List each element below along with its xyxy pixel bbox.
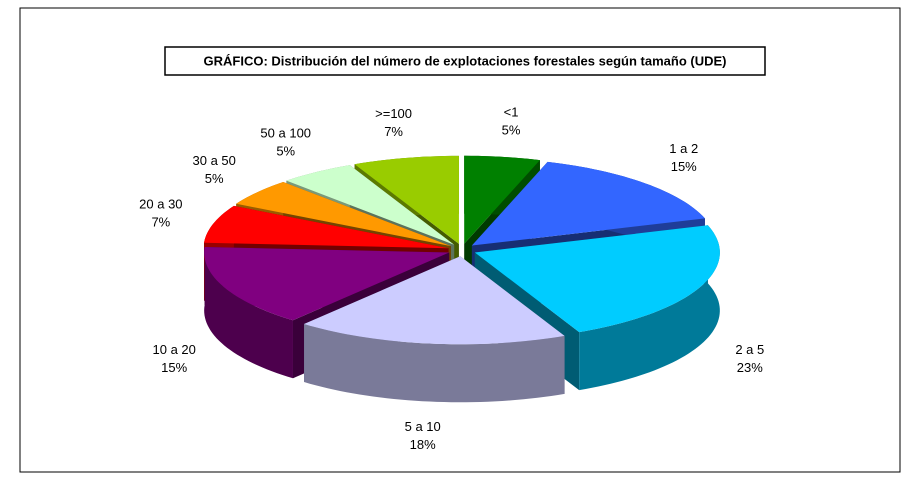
slice	[354, 155, 459, 244]
category-label: >=100	[375, 106, 412, 121]
slice	[204, 205, 449, 249]
slice	[304, 256, 565, 345]
slice	[286, 165, 455, 245]
slice	[464, 155, 540, 244]
value-label: 5%	[205, 171, 224, 186]
chart-frame	[19, 7, 901, 473]
category-label: 20 a 30	[139, 196, 182, 211]
value-label: 7%	[384, 124, 403, 139]
slice	[236, 181, 451, 247]
category-label: 30 a 50	[193, 153, 236, 168]
chart-title: GRÁFICO: Distribución del número de expl…	[204, 53, 727, 68]
value-label: 15%	[161, 360, 187, 375]
value-label: 5%	[276, 143, 295, 158]
category-label: 10 a 20	[153, 342, 196, 357]
value-label: 5%	[502, 122, 521, 137]
slice-outer-wall	[204, 246, 293, 379]
slice	[204, 246, 450, 321]
category-label: 1 a 2	[669, 141, 698, 156]
slice	[474, 225, 720, 333]
value-label: 18%	[410, 437, 436, 452]
slice-outer-wall	[579, 225, 720, 391]
value-label: 15%	[671, 159, 697, 174]
category-label: <1	[504, 104, 519, 119]
category-label: 5 a 10	[405, 419, 441, 434]
value-label: 23%	[737, 360, 763, 375]
labels: <1 5% 1 a 2 15% 2 a 5 23% 5 a 10 18% 10 a 20 15% 2…	[139, 104, 764, 451]
category-label: 2 a 5	[735, 342, 764, 357]
slice-tops	[204, 155, 720, 345]
category-label: 50 a 100	[260, 125, 311, 140]
slice	[471, 161, 705, 246]
title-box	[164, 46, 766, 76]
value-label: 7%	[151, 214, 170, 229]
slice-outer-wall	[304, 324, 565, 403]
